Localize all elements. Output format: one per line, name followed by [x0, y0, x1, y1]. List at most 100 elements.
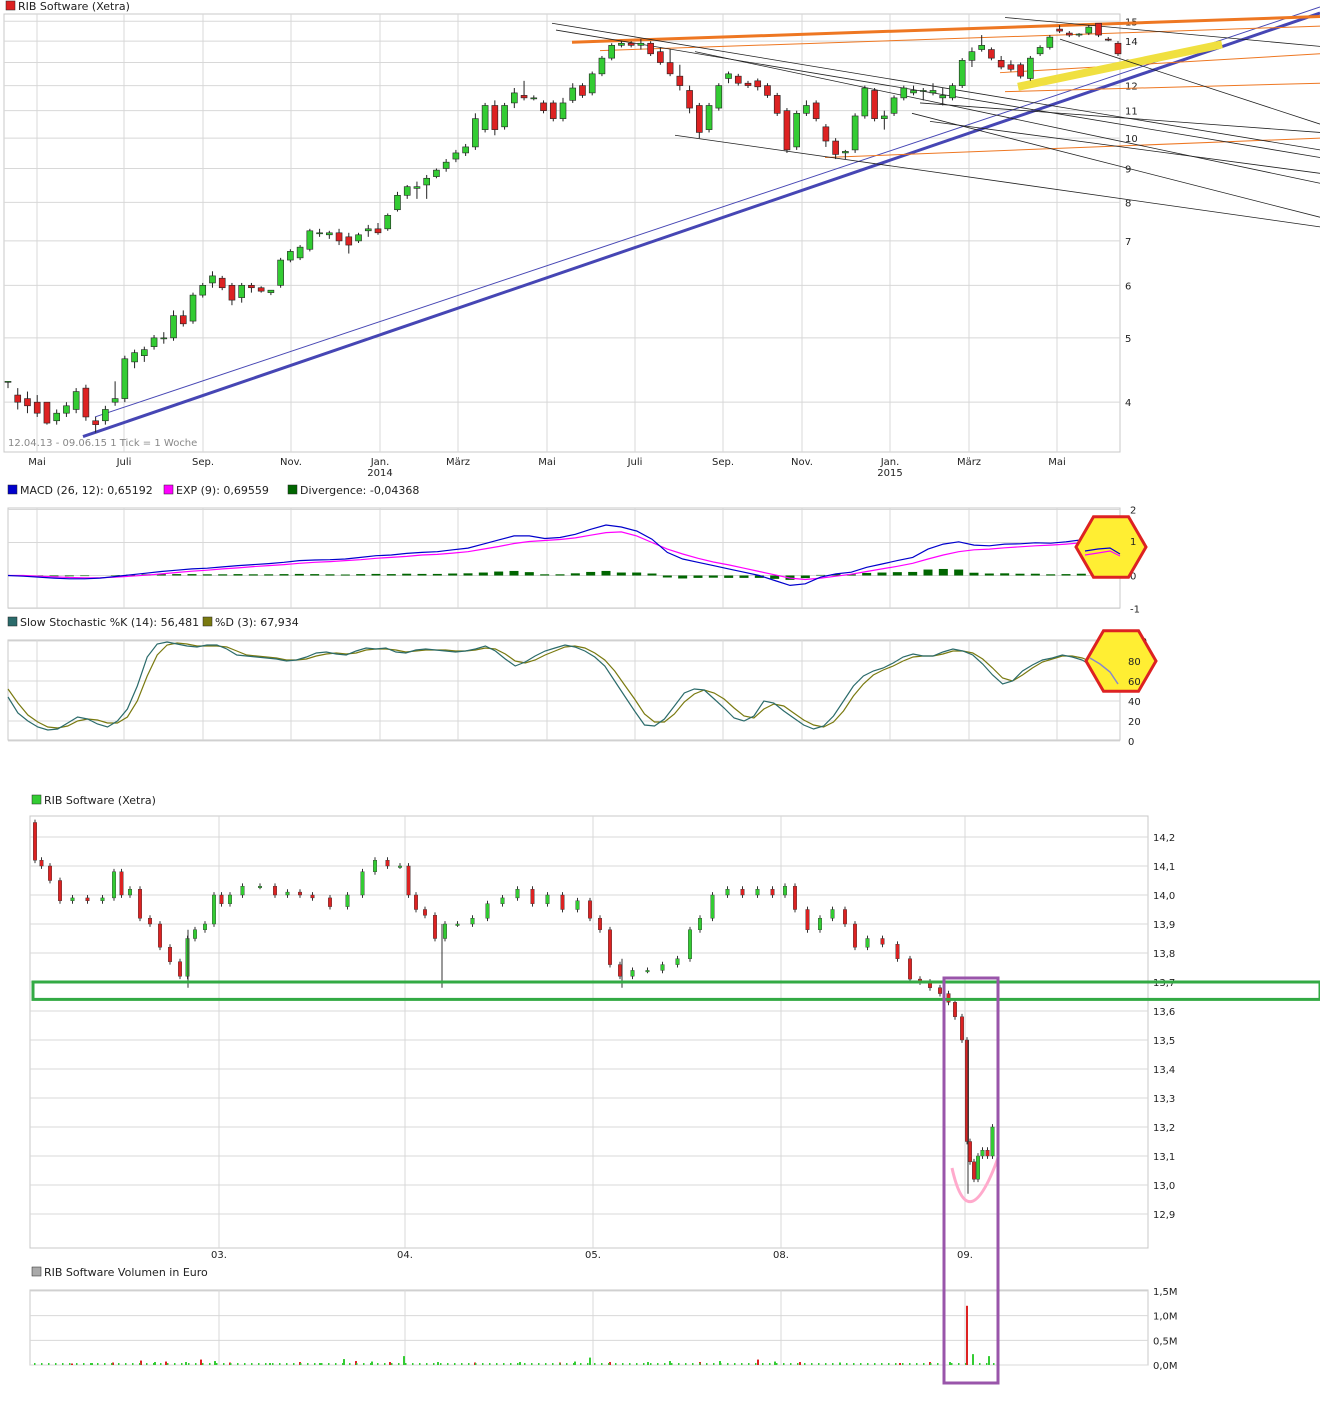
stoch-d-legend-swatch: [203, 617, 212, 626]
volume-y-tick: 1,0M: [1153, 1312, 1178, 1323]
volume-bar-small: [62, 1363, 64, 1365]
intraday-candle-body: [711, 895, 715, 918]
weekly-candle-body: [297, 247, 303, 258]
weekly-candle-body: [15, 395, 21, 402]
stoch-y-tick: 0: [1128, 737, 1134, 748]
weekly-candle-body: [112, 399, 118, 403]
volume-bar-small: [930, 1363, 932, 1365]
intraday-candle-body: [960, 1017, 964, 1040]
weekly-candle-body: [609, 45, 615, 58]
volume-bar-small: [951, 1363, 953, 1365]
weekly-candle-body: [852, 116, 858, 150]
weekly-x-tick: Mai: [1048, 457, 1066, 468]
weekly-candle-body: [511, 93, 517, 103]
intraday-candle-body: [386, 860, 390, 866]
intraday-candle-body: [588, 901, 592, 918]
intraday-candle-body: [433, 915, 437, 938]
weekly-candle-body: [317, 233, 323, 234]
volume-bar-small: [76, 1363, 78, 1365]
macd-legend-swatch: [8, 485, 17, 494]
weekly-candle-body: [901, 88, 907, 98]
intraday-candle-body: [618, 965, 622, 977]
weekly-candle-body: [209, 276, 215, 283]
weekly-candle-body: [628, 43, 634, 45]
intraday-candle-body: [976, 1156, 980, 1179]
weekly-y-tick: 4: [1125, 398, 1131, 409]
intraday-x-tick: 08.: [773, 1250, 789, 1261]
volume-bar: [949, 1362, 951, 1365]
volume-bar-small: [258, 1363, 260, 1365]
intraday-candle-body: [986, 1150, 990, 1156]
weekly-candle-body: [1076, 34, 1082, 35]
volume-bar-small: [153, 1363, 155, 1365]
intraday-candle-body: [866, 939, 870, 948]
intraday-candle-body: [783, 886, 787, 895]
volume-bar-small: [517, 1363, 519, 1365]
intraday-candle-body: [608, 930, 612, 965]
intraday-y-tick: 13,8: [1153, 949, 1175, 960]
weekly-candle-body: [872, 90, 878, 118]
volume-bar-small: [531, 1363, 533, 1365]
intraday-candle-body: [423, 910, 427, 916]
volume-bar: [972, 1354, 974, 1365]
volume-bar-small: [993, 1363, 995, 1365]
intraday-candle-body: [806, 910, 810, 930]
weekly-candle-body: [219, 278, 225, 288]
weekly-candle-body: [1105, 39, 1111, 40]
intraday-y-tick: 14,0: [1153, 891, 1175, 902]
intraday-candle-body: [576, 901, 580, 910]
divergence-bar: [816, 575, 825, 576]
intraday-candle-body: [953, 1002, 957, 1017]
intraday-y-tick: 13,2: [1153, 1123, 1175, 1134]
volume-bar-small: [853, 1363, 855, 1365]
weekly-candle-body: [794, 113, 800, 147]
intraday-candle-body: [646, 970, 650, 972]
volume-bar-small: [55, 1363, 57, 1365]
intraday-candle-body: [938, 988, 942, 994]
weekly-candle-body: [482, 105, 488, 129]
volume-bar: [214, 1361, 216, 1365]
volume-bar-small: [643, 1363, 645, 1365]
intraday-y-tick: 12,9: [1153, 1210, 1175, 1221]
volume-bar-small: [867, 1363, 869, 1365]
weekly-info: 12.04.13 - 09.06.15 1 Tick = 1 Woche: [8, 438, 197, 449]
intraday-candle-body: [241, 886, 245, 895]
volume-bar-small: [727, 1363, 729, 1365]
volume-bar-small: [251, 1363, 253, 1365]
volume-bar-small: [90, 1363, 92, 1365]
volume-bar-small: [804, 1363, 806, 1365]
divergence-bar: [65, 576, 74, 577]
divergence-bar: [970, 573, 979, 576]
volume-bar-small: [489, 1363, 491, 1365]
divergence-bar: [203, 574, 212, 575]
volume-bar: [899, 1363, 901, 1365]
volume-bar-small: [874, 1363, 876, 1365]
volume-bar-small: [594, 1363, 596, 1365]
volume-bar: [669, 1361, 671, 1365]
weekly-candle-body: [531, 98, 537, 99]
weekly-candle-body: [930, 90, 936, 92]
volume-bar-small: [286, 1363, 288, 1365]
intraday-candle-body: [726, 889, 730, 895]
intraday-candle-body: [203, 924, 207, 930]
volume-bar-small: [979, 1363, 981, 1365]
weekly-candle-body: [803, 105, 809, 113]
volume-bar-small: [34, 1363, 36, 1365]
volume-bar: [403, 1356, 405, 1365]
weekly-candle-body: [229, 285, 235, 300]
weekly-candle-body: [979, 45, 985, 49]
divergence-bar: [1031, 574, 1040, 576]
weekly-candle-body: [278, 260, 284, 285]
volume-bar-small: [370, 1363, 372, 1365]
weekly-candle-body: [34, 402, 40, 413]
weekly-x-tick: Jan.: [370, 457, 390, 468]
volume-frame: [30, 1290, 1148, 1365]
divergence-bar: [1077, 574, 1086, 576]
volume-bar-small: [496, 1363, 498, 1365]
weekly-candle-body: [833, 141, 839, 154]
divergence-bar: [510, 571, 519, 576]
weekly-candle-body: [132, 353, 138, 362]
weekly-x-tick: März: [957, 457, 981, 468]
intraday-candle-body: [698, 918, 702, 930]
weekly-candle-body: [463, 147, 469, 153]
